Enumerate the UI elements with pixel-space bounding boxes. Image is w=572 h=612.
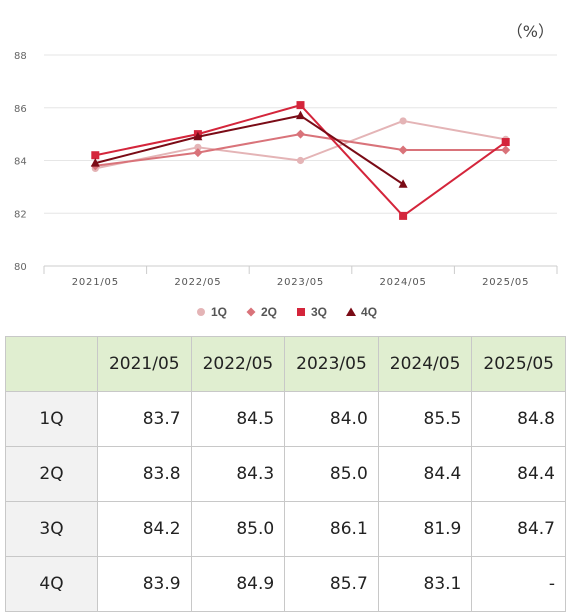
row-label: 3Q (5, 501, 98, 557)
y-tick-label: 88 (14, 51, 27, 62)
data-point-2q (501, 145, 511, 155)
data-point-4q (193, 131, 203, 141)
data-point-1q (194, 143, 202, 151)
table-row: 2Q 83.8 84.3 85.0 84.4 84.4 (5, 446, 566, 502)
legend-marker-3q (297, 308, 305, 316)
table-cell: 85.7 (284, 556, 379, 612)
table-header-row: 2021/05 2022/05 2023/05 2024/05 2025/05 (5, 336, 566, 392)
line-chart: 80 82 84 86 88 2021/05 2022/05 2023/05 2024/05 20… (14, 51, 558, 288)
row-label: 2Q (5, 446, 98, 502)
y-tick-label: 84 (14, 157, 27, 168)
table-cell: 84.8 (471, 391, 566, 447)
legend-item-1q: 1Q (195, 305, 227, 319)
legend-item-3q: 3Q (295, 305, 327, 319)
data-table: 2021/05 2022/05 2023/05 2024/05 2025/05 … (5, 336, 566, 612)
table-cell: 83.9 (97, 556, 192, 612)
data-point-2q (398, 145, 408, 155)
row-label: 1Q (5, 391, 98, 447)
legend-label: 4Q (361, 305, 378, 319)
table-cell: 83.8 (97, 446, 192, 502)
legend-label: 1Q (210, 305, 227, 319)
data-point-3q (296, 101, 305, 110)
legend-marker-2q (246, 307, 256, 317)
x-tick-label: 2024/05 (380, 277, 427, 288)
table-cell: 84.5 (190, 391, 286, 447)
legend-marker-1q (196, 308, 205, 316)
data-point-3q (91, 151, 100, 160)
unit-label: （%） (506, 22, 554, 41)
table-cell: 84.4 (471, 446, 566, 502)
table-cell: 85.5 (377, 391, 473, 447)
y-tick-label: 80 (14, 262, 27, 273)
table-cell: 84.3 (190, 446, 286, 502)
x-tick-label: 2022/05 (174, 277, 221, 288)
table-cell: 86.1 (284, 501, 379, 557)
x-tick-label: 2023/05 (277, 277, 324, 288)
legend-marker-4q (346, 307, 357, 316)
table-cell: 85.0 (284, 446, 379, 502)
y-tick-label: 82 (14, 209, 27, 220)
data-point-3q (399, 211, 408, 220)
table-cell: 84.9 (190, 556, 286, 612)
x-tick-label: 2025/05 (482, 277, 529, 288)
table-cell: 83.7 (97, 391, 192, 447)
x-tick-label: 2021/05 (72, 277, 119, 288)
data-point-4q (296, 110, 305, 120)
table-cell: 84.7 (471, 501, 566, 557)
legend-label: 3Q (311, 305, 328, 319)
table-header-corner (5, 336, 98, 392)
table-header-cell: 2022/05 (190, 336, 286, 392)
table-header-cell: 2025/05 (471, 336, 566, 392)
table-cell: 83.1 (377, 556, 473, 612)
data-point-4q (90, 158, 100, 167)
data-point-2q (193, 148, 203, 158)
legend-item-4q: 4Q (345, 305, 377, 319)
data-point-3q (501, 138, 510, 147)
data-point-4q (398, 179, 408, 188)
data-point-2q (296, 129, 305, 139)
table-cell: 84.0 (284, 391, 379, 447)
series-line-4q (95, 114, 404, 186)
row-label: 4Q (5, 556, 98, 612)
table-cell: 84.4 (377, 446, 473, 502)
data-point-1q (296, 156, 305, 165)
table-cell: 85.0 (190, 501, 286, 557)
legend-item-2q: 2Q (245, 305, 277, 319)
table-header-cell: 2021/05 (97, 336, 192, 392)
chart-legend: 1Q 2Q 3Q 4Q (0, 305, 572, 319)
table-row: 1Q 83.7 84.5 84.0 85.5 84.8 (5, 391, 566, 447)
table-cell: - (471, 556, 566, 612)
table-cell: 81.9 (377, 501, 473, 557)
legend-label: 2Q (260, 305, 277, 319)
table-cell: 84.2 (97, 501, 192, 557)
table-header-cell: 2023/05 (284, 336, 379, 392)
y-tick-label: 86 (14, 104, 27, 115)
data-point-1q (399, 117, 407, 125)
table-row: 4Q 83.9 84.9 85.7 83.1 - (5, 556, 566, 612)
table-row: 3Q 84.2 85.0 86.1 81.9 84.7 (5, 501, 566, 557)
table-header-cell: 2024/05 (377, 336, 473, 392)
